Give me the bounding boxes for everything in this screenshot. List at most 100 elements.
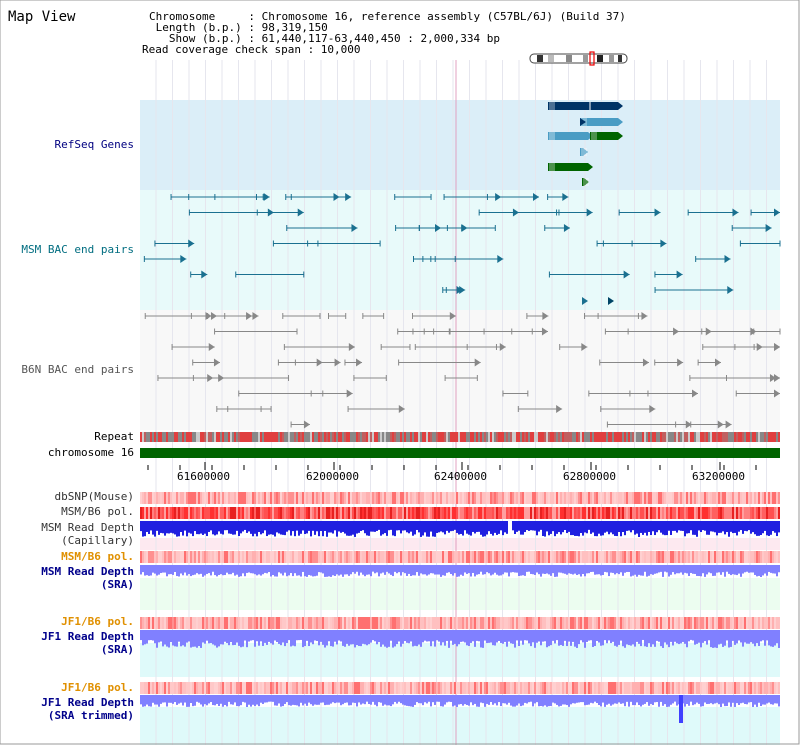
msm-sra-bar: [704, 565, 706, 577]
msm-depth-bar: [240, 521, 242, 534]
msm-pol2-strip: [268, 551, 270, 563]
msm-pol2-strip: [444, 551, 446, 563]
repeat-bar: [164, 432, 166, 442]
msm-sra-bar: [418, 565, 420, 576]
jf1-trim-bar: [314, 695, 316, 705]
msm-depth-bar: [400, 521, 402, 534]
repeat-bar: [436, 432, 438, 442]
msm-pol-strip: [750, 507, 752, 519]
dbsnp-strip: [208, 492, 210, 504]
dbsnp-strip: [602, 492, 604, 504]
jf1-pol-strip: [226, 617, 228, 629]
msm-sra-bar: [378, 565, 380, 577]
dbsnp-strip: [532, 492, 534, 504]
msm-depth-bar: [738, 521, 740, 532]
dbsnp-strip: [338, 492, 340, 504]
jf1-pol-strip: [654, 617, 656, 629]
repeat-bar: [282, 432, 284, 442]
jf1-pol2-strip: [722, 682, 724, 694]
dbsnp-strip: [560, 492, 562, 504]
jf1-trim-bar: [298, 695, 300, 707]
msm-pol-strip: [304, 507, 306, 519]
jf1-pol2-strip: [686, 682, 688, 694]
msm-sra-bar: [256, 565, 258, 576]
jf1-pol-strip: [540, 617, 542, 629]
msm-depth-bar: [430, 521, 432, 532]
jf1-pol-strip: [650, 617, 652, 629]
msm-pol2-strip: [252, 551, 254, 563]
jf1-trim-bar: [214, 695, 216, 706]
jf1-pol2-strip: [492, 682, 494, 694]
jf1-depth-bar: [150, 630, 152, 641]
dbsnp-strip: [264, 492, 266, 504]
jf1-pol-strip: [330, 617, 332, 629]
msm-sra-bar: [726, 565, 728, 572]
msm-pol-strip: [620, 507, 622, 519]
jf1-pol-strip: [452, 617, 454, 629]
msm-depth-bar: [618, 521, 620, 533]
msm-sra-bar: [212, 565, 214, 572]
repeat-bar: [414, 432, 416, 442]
msm-depth-bar: [558, 521, 560, 533]
repeat-bar: [452, 432, 454, 442]
msm-pol2-strip: [360, 551, 362, 563]
msm-pol2-strip: [186, 551, 188, 563]
jf1-pol2-strip: [434, 682, 436, 694]
jf1-pol-strip: [332, 617, 334, 629]
jf1-trim-bar: [644, 695, 646, 704]
jf1-depth-bar: [678, 630, 680, 645]
msm-depth-bar: [190, 521, 192, 534]
msm-depth-bar: [166, 521, 168, 534]
msm-pol-strip: [418, 507, 420, 519]
jf1-trim-bar: [574, 695, 576, 704]
jf1-depth-bar: [624, 630, 626, 648]
jf1-pol-strip: [508, 617, 510, 629]
jf1-trim-bar: [338, 695, 340, 703]
msm-pol2-strip: [418, 551, 420, 563]
jf1-trim-bar: [366, 695, 368, 702]
msm-pol-strip: [226, 507, 228, 519]
repeat-bar: [588, 432, 590, 442]
jf1-pol-strip: [288, 617, 290, 629]
repeat-bar: [718, 432, 720, 442]
jf1-depth-bar: [766, 630, 768, 641]
msm-sra-bar: [160, 565, 162, 574]
jf1-trim-bar: [352, 695, 354, 703]
msm-sra-bar: [292, 565, 294, 577]
repeat-bar: [210, 432, 212, 442]
jf1-pol2-strip: [690, 682, 692, 694]
msm-depth-bar: [656, 521, 658, 533]
jf1-depth-bar: [232, 630, 234, 646]
msm-sra-bar: [568, 565, 570, 574]
msm-pol-strip: [202, 507, 204, 519]
repeat-bar: [372, 432, 374, 442]
msm-pol-strip: [532, 507, 534, 519]
jf1-trim-bar: [512, 695, 514, 707]
jf1-pol-strip: [202, 617, 204, 629]
msm-pol2-strip: [528, 551, 530, 563]
jf1-depth-bar: [412, 630, 414, 647]
jf1-pol2-strip: [160, 682, 162, 694]
jf1-trim-bar: [776, 695, 778, 704]
jf1-pol2-strip: [746, 682, 748, 694]
jf1-pol2-strip: [388, 682, 390, 694]
jf1-pol-strip: [594, 617, 596, 629]
msm-pol-strip: [310, 507, 312, 519]
repeat-bar: [560, 432, 562, 442]
repeat-bar: [316, 432, 318, 442]
jf1-trim-bar: [664, 695, 666, 705]
repeat-bar: [336, 432, 338, 442]
jf1-pol-strip: [412, 617, 414, 629]
jf1-pol2-strip: [276, 682, 278, 694]
msm-depth-bar: [428, 521, 430, 537]
jf1-pol-strip: [632, 617, 634, 629]
dbsnp-strip: [272, 492, 274, 504]
jf1-trim-bar: [578, 695, 580, 703]
msm-pol2-strip: [530, 551, 532, 563]
msm-depth-bar: [438, 521, 440, 533]
jf1-depth-bar: [400, 630, 402, 647]
jf1-pol2-strip: [696, 682, 698, 694]
dbsnp-strip: [688, 492, 690, 504]
jf1-depth-bar: [206, 630, 208, 641]
